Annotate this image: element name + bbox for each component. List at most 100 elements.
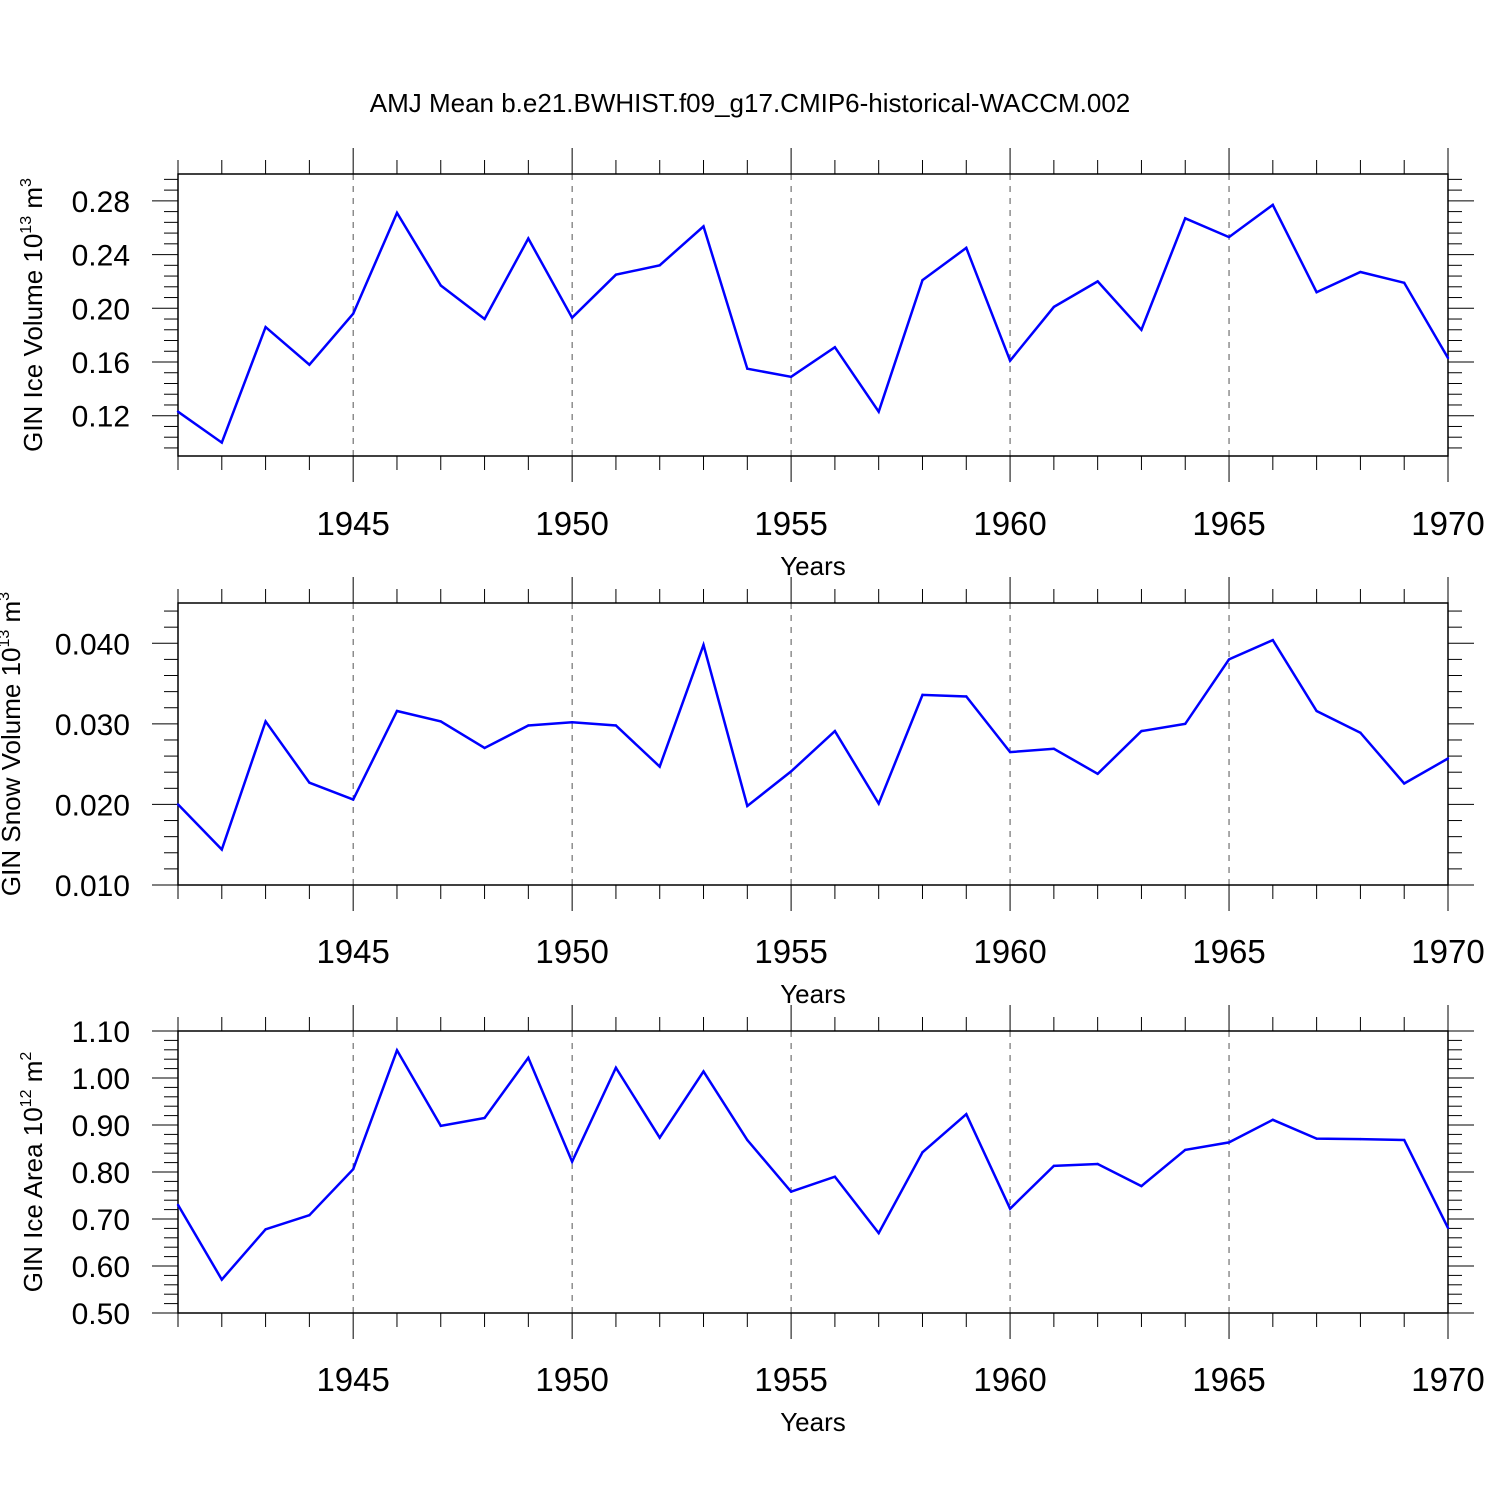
x-tick-label: 1955 bbox=[754, 505, 827, 542]
x-axis-label: Years bbox=[780, 1407, 846, 1437]
x-tick-label: 1955 bbox=[754, 933, 827, 970]
data-point bbox=[658, 765, 661, 768]
data-point bbox=[351, 1167, 355, 1171]
data-point bbox=[1052, 305, 1056, 309]
y-tick-label: 0.20 bbox=[72, 293, 130, 326]
data-point bbox=[746, 367, 749, 370]
y-axis-label: GIN Snow Volume 1013 m3 bbox=[0, 592, 26, 896]
chart-panel-1: 0.12 0.16 0.20 0.24 0.28 1945 1950 1955 1960 1965… bbox=[18, 148, 1485, 581]
data-point bbox=[527, 724, 530, 727]
data-point bbox=[1227, 658, 1231, 661]
data-point bbox=[570, 721, 574, 724]
data-point bbox=[351, 798, 355, 801]
data-point bbox=[658, 1136, 661, 1139]
data-point bbox=[1096, 772, 1099, 776]
data-point bbox=[395, 211, 399, 215]
data-point bbox=[527, 237, 530, 240]
data-point bbox=[746, 1138, 749, 1142]
data-point bbox=[1315, 1137, 1318, 1140]
data-point bbox=[264, 325, 267, 329]
data-point bbox=[351, 312, 355, 315]
data-point bbox=[1008, 1207, 1012, 1210]
data-point bbox=[1359, 270, 1362, 274]
data-point bbox=[1008, 359, 1012, 362]
data-point bbox=[833, 729, 837, 733]
data-point bbox=[789, 1190, 793, 1193]
x-tick-label: 1965 bbox=[1192, 1361, 1265, 1398]
data-point bbox=[1271, 638, 1275, 642]
figure-title: AMJ Mean b.e21.BWHIST.f09_g17.CMIP6-hist… bbox=[370, 88, 1131, 118]
x-tick-label: 1955 bbox=[754, 1361, 827, 1398]
y-tick-label: 0.12 bbox=[72, 401, 130, 434]
y-axis-label-text: GIN Ice Volume 10 bbox=[18, 234, 48, 452]
y-tick-label: 1.10 bbox=[72, 1016, 130, 1049]
y-axis-label-text: m bbox=[18, 187, 48, 216]
data-point bbox=[483, 317, 486, 321]
plot-frame bbox=[177, 1030, 1449, 1314]
data-point bbox=[1008, 750, 1012, 754]
data-point bbox=[1096, 1162, 1099, 1166]
x-tick-label: 1970 bbox=[1411, 933, 1484, 970]
plot-frame bbox=[177, 173, 1449, 457]
data-point bbox=[921, 278, 924, 282]
data-point bbox=[1184, 722, 1187, 726]
data-point bbox=[1446, 356, 1450, 360]
data-point bbox=[965, 1112, 968, 1116]
data-point bbox=[439, 284, 442, 287]
data-point bbox=[1052, 1164, 1056, 1168]
y-tick-label: 0.010 bbox=[55, 870, 130, 903]
y-tick-label: 0.60 bbox=[72, 1251, 130, 1284]
data-point bbox=[702, 1070, 705, 1073]
data-point bbox=[702, 643, 705, 647]
data-point bbox=[1315, 290, 1318, 294]
data-point bbox=[264, 720, 267, 723]
y-axis-label-text: GIN Ice Area 10 bbox=[18, 1107, 48, 1292]
data-point bbox=[308, 781, 311, 784]
y-axis-label-text: m bbox=[18, 1061, 48, 1090]
data-point bbox=[1140, 1184, 1143, 1188]
y-tick-label: 0.90 bbox=[72, 1110, 130, 1143]
y-axis-label-superscript: 2 bbox=[18, 1052, 35, 1061]
data-point bbox=[220, 1278, 223, 1281]
data-point bbox=[176, 410, 180, 413]
y-tick-label: 1.00 bbox=[72, 1063, 130, 1096]
data-point bbox=[1359, 731, 1362, 734]
x-tick-label: 1950 bbox=[535, 933, 608, 970]
y-tick-label: 0.80 bbox=[72, 1157, 130, 1190]
data-point bbox=[658, 264, 661, 267]
data-point bbox=[439, 1124, 442, 1128]
series-line bbox=[177, 638, 1449, 852]
data-point bbox=[1140, 328, 1143, 331]
data-point bbox=[833, 1175, 837, 1178]
y-axis-label-text: m bbox=[0, 601, 26, 630]
y-axis-label-superscript: 12 bbox=[18, 1089, 35, 1107]
data-point bbox=[877, 802, 880, 805]
x-axis-label: Years bbox=[780, 551, 846, 581]
y-tick-label: 0.16 bbox=[72, 347, 130, 380]
x-tick-label: 1950 bbox=[535, 1361, 608, 1398]
x-tick-label: 1945 bbox=[316, 1361, 389, 1398]
x-tick-label: 1960 bbox=[973, 505, 1046, 542]
data-point bbox=[527, 1056, 530, 1059]
x-tick-label: 1950 bbox=[535, 505, 608, 542]
plot-frame bbox=[177, 602, 1449, 886]
data-point bbox=[220, 848, 223, 851]
data-point bbox=[965, 246, 968, 250]
data-point bbox=[395, 709, 399, 713]
data-point bbox=[1096, 280, 1099, 283]
data-point bbox=[395, 1049, 399, 1052]
x-tick-label: 1970 bbox=[1411, 505, 1484, 542]
y-tick-label: 0.030 bbox=[55, 709, 130, 742]
y-tick-label: 0.020 bbox=[55, 789, 130, 822]
x-tick-label: 1960 bbox=[973, 933, 1046, 970]
data-point bbox=[789, 770, 793, 773]
data-point bbox=[1446, 1226, 1450, 1230]
y-axis-label-superscript: 3 bbox=[0, 592, 13, 601]
x-tick-label: 1960 bbox=[973, 1361, 1046, 1398]
data-point bbox=[789, 375, 793, 378]
y-tick-label: 0.50 bbox=[72, 1298, 130, 1331]
data-point bbox=[1140, 729, 1143, 733]
data-point bbox=[1403, 782, 1406, 785]
data-point bbox=[833, 346, 837, 349]
data-point bbox=[1315, 709, 1318, 713]
